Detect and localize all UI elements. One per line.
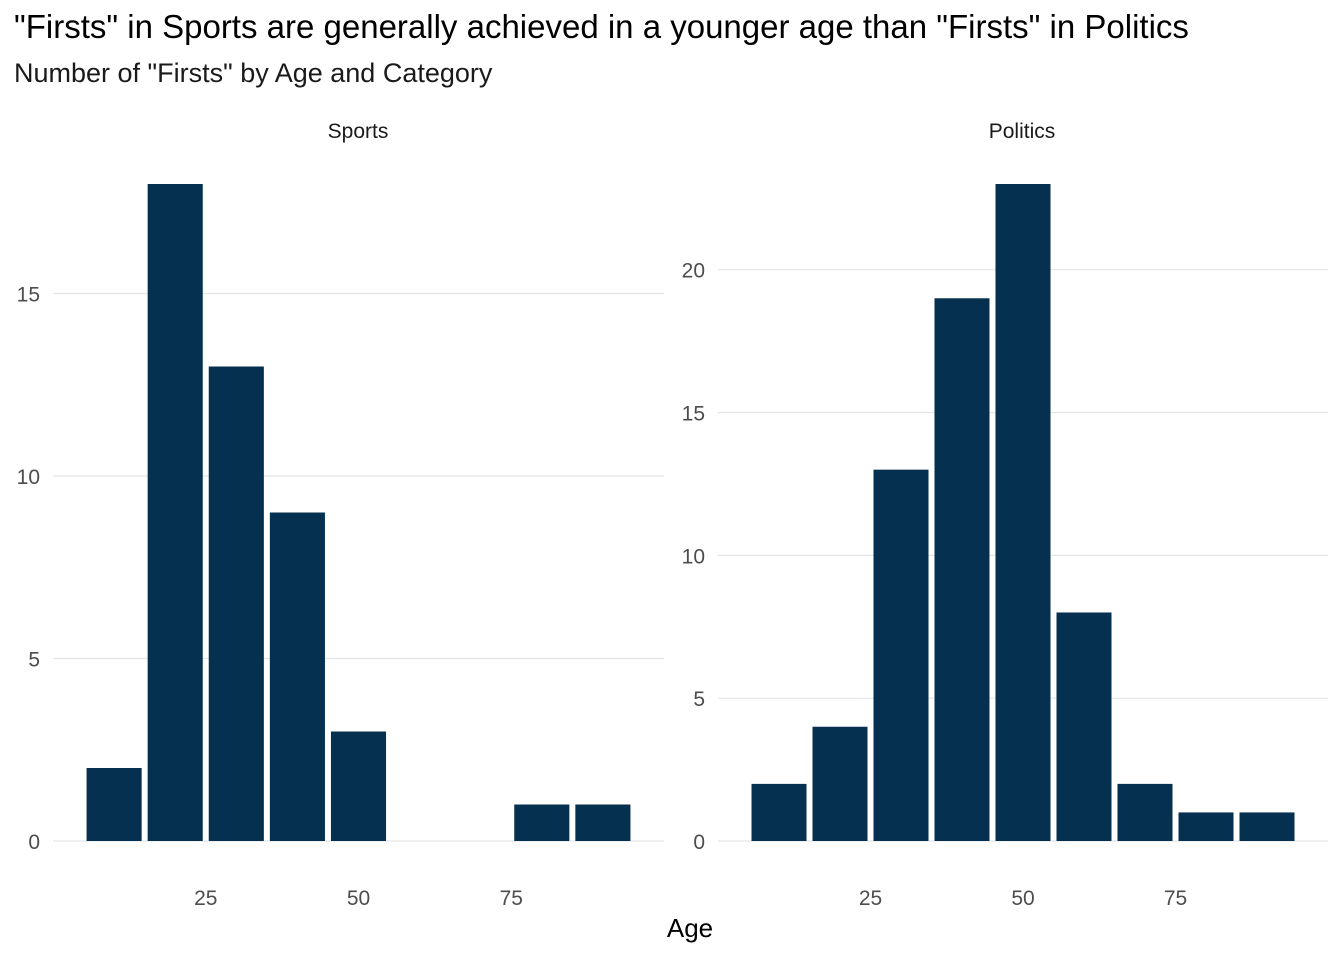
bar-sports-age-30 xyxy=(208,366,264,841)
x-tick-label: 75 xyxy=(500,887,523,910)
bar-sports-age-50 xyxy=(330,731,387,841)
bar-sports-age-10 xyxy=(86,768,142,841)
bar-politics-age-50 xyxy=(995,184,1051,841)
y-tick-label: 10 xyxy=(17,466,40,489)
bar-politics-age-40 xyxy=(934,298,990,841)
x-tick-label: 25 xyxy=(859,887,882,910)
bar-politics-age-60 xyxy=(1056,612,1112,841)
x-axis-label: Age xyxy=(666,913,714,943)
y-tick-label: 20 xyxy=(682,260,705,283)
x-tick-label: 75 xyxy=(1164,887,1187,910)
chart-subtitle: Number of "Firsts" by Age and Category xyxy=(14,58,493,88)
y-tick-label: 10 xyxy=(682,545,705,568)
bar-politics-age-90 xyxy=(1239,812,1295,841)
chart-title: "Firsts" in Sports are generally achieve… xyxy=(14,8,1189,45)
bar-politics-age-80 xyxy=(1178,812,1234,841)
facet-panel-sports: Sports 0 5 10 15 25 50 75 xyxy=(17,120,664,910)
bar-sports-age-20 xyxy=(147,184,203,841)
y-tick-label: 5 xyxy=(693,688,705,711)
y-tick-label: 0 xyxy=(693,831,705,854)
bar-sports-age-40 xyxy=(269,512,325,841)
x-tick-label: 50 xyxy=(347,887,370,910)
y-tick-label: 5 xyxy=(28,649,40,672)
facet-label-politics: Politics xyxy=(989,120,1056,143)
facet-label-sports: Sports xyxy=(328,120,389,143)
y-tick-label: 15 xyxy=(682,403,705,426)
bar-politics-age-30 xyxy=(873,469,929,841)
x-tick-label: 50 xyxy=(1011,887,1034,910)
bar-politics-age-10 xyxy=(751,783,807,841)
bar-politics-age-70 xyxy=(1117,783,1173,841)
bar-sports-age-80 xyxy=(514,804,570,841)
y-tick-label: 15 xyxy=(17,284,40,307)
bar-politics-age-20 xyxy=(812,726,868,841)
facet-panel-politics: Politics 0 5 10 15 20 25 50 75 xyxy=(682,120,1328,910)
x-tick-label: 25 xyxy=(194,887,217,910)
bar-sports-age-90 xyxy=(575,804,631,841)
y-tick-label: 0 xyxy=(28,831,40,854)
